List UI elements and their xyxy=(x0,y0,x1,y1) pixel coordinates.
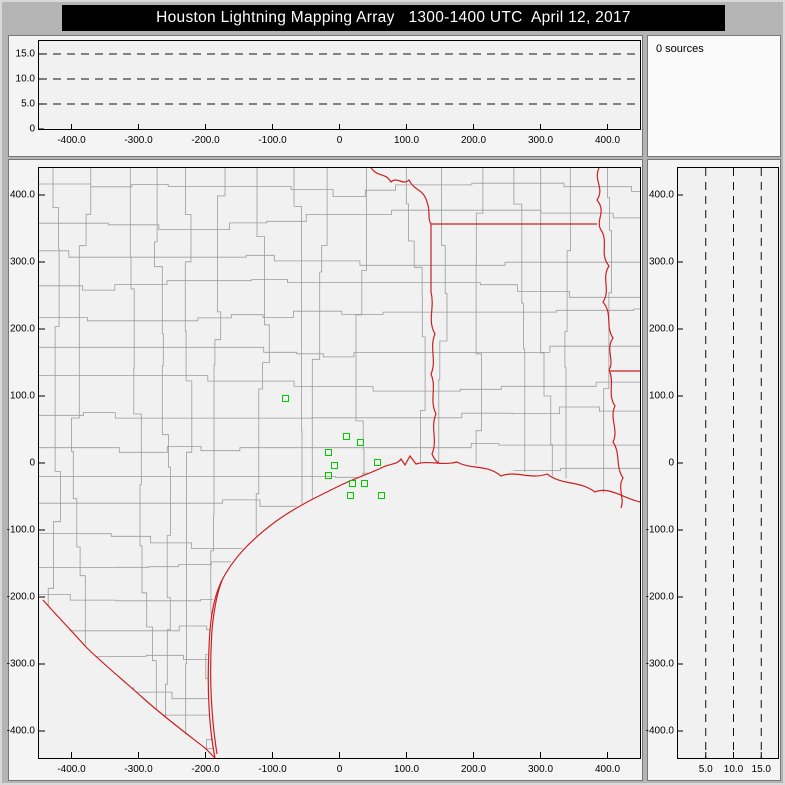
altitude-ns-plot[interactable] xyxy=(677,167,779,759)
lma-station-marker xyxy=(349,480,357,488)
axis-tick-label: 5.0 xyxy=(698,764,713,775)
axis-tick-label: -300.0 xyxy=(124,135,153,146)
lma-station-marker xyxy=(282,395,290,403)
altitude-time-plot[interactable] xyxy=(38,40,641,130)
map-plot[interactable] xyxy=(38,167,641,759)
axis-tick-label: 100.0 xyxy=(648,390,674,402)
top-x-axis-labels: -400.0 -300.0 -200.0 -100.0 0 100.0 200.0 300.0… xyxy=(9,133,644,147)
axis-tick-label: -300.0 xyxy=(124,764,153,775)
lma-station-marker xyxy=(346,491,354,499)
altitude-gridlines-svg xyxy=(39,53,640,129)
axis-tick-label: 300.0 xyxy=(527,135,554,146)
axis-tick-label: 15.0 xyxy=(751,764,771,775)
axis-tick-label: 100.0 xyxy=(9,390,35,402)
axis-tick-label: 5.0 xyxy=(21,98,35,110)
lma-station-marker xyxy=(324,449,332,457)
axis-tick-label: -200.0 xyxy=(191,764,220,775)
axis-tick-label: 400.0 xyxy=(9,189,35,201)
axis-tick-label: 10.0 xyxy=(15,73,35,85)
lma-station-marker xyxy=(325,472,333,480)
axis-tick-label: 10.0 xyxy=(723,764,744,775)
map-y-axis-labels: 400.0 300.0 200.0 100.0 0 -100.0 -200.0 -300.0 -… xyxy=(7,168,37,758)
axis-tick-label: -200.0 xyxy=(6,591,35,603)
axis-tick-label: -100.0 xyxy=(258,135,287,146)
axis-tick-label: 100.0 xyxy=(393,135,420,146)
axis-tick-label: -400.0 xyxy=(645,725,674,737)
lma-station-marker xyxy=(361,480,369,488)
axis-tick-label: 300.0 xyxy=(648,256,674,268)
map-panel: 400.0 300.0 200.0 100.0 0 -100.0 -200.0 -300.0-… xyxy=(7,159,644,781)
axis-tick-label: 0 xyxy=(336,764,343,775)
altitude-ns-gridlines-svg xyxy=(678,168,762,758)
axis-tick-label: -200.0 xyxy=(645,591,674,603)
axis-tick-label: -300.0 xyxy=(645,658,674,670)
source-count-label: 0 sources xyxy=(656,43,704,55)
axis-tick-label: 300.0 xyxy=(9,256,35,268)
axis-tick-label: -100.0 xyxy=(258,764,287,775)
axis-tick-label: 400.0 xyxy=(594,135,621,146)
axis-tick-label: 0 xyxy=(668,457,674,469)
axis-tick-label: 200.0 xyxy=(460,764,487,775)
axis-tick-label: 15.0 xyxy=(15,48,35,60)
axis-tick-label: 0 xyxy=(29,123,35,135)
axis-tick-label: 200.0 xyxy=(460,135,487,146)
lma-station-marker xyxy=(374,458,382,466)
lma-station-marker xyxy=(343,432,351,440)
map-svg xyxy=(39,168,640,758)
county-lines xyxy=(39,168,640,758)
altitude-time-panel: 0 5.0 10.0 15.0 -400.0 -300.0 -200.0 -100.0 0 10… xyxy=(8,35,643,157)
map-x-axis-labels: -400.0 -300.0 -200.0 -100.0 0 100.0 200.0 300.0… xyxy=(9,762,644,778)
lma-station-marker xyxy=(330,461,338,469)
axis-tick-label: 400.0 xyxy=(648,189,674,201)
lma-station-marker xyxy=(377,492,385,500)
axis-tick-label: -200.0 xyxy=(191,135,220,146)
map-axis-ticks xyxy=(39,194,608,758)
axis-tick-label: -400.0 xyxy=(57,764,86,775)
axis-tick-label: -400.0 xyxy=(57,135,86,146)
axis-tick-label: 0 xyxy=(336,135,343,146)
lma-station-marker xyxy=(356,439,364,447)
title-bar: Houston Lightning Mapping Array 1300-140… xyxy=(62,5,725,31)
axis-tick-label: -400.0 xyxy=(6,725,35,737)
axis-tick-label: 0 xyxy=(29,457,35,469)
coastline-path xyxy=(42,454,640,758)
axis-tick-label: 300.0 xyxy=(527,764,554,775)
altitude-axis-labels: 0 5.0 10.0 15.0 xyxy=(11,41,37,135)
axis-tick-label: -300.0 xyxy=(6,658,35,670)
axis-tick-label: -100.0 xyxy=(6,524,35,536)
axis-tick-label: 200.0 xyxy=(648,323,674,335)
altitude-ns-panel: 400.0 300.0 200.0 100.0 0 -100.0 -200.0 -300.0 -… xyxy=(646,159,782,781)
axis-tick-label: 100.0 xyxy=(393,764,420,775)
right-y-axis-labels: 400.0 300.0 200.0 100.0 0 -100.0 -200.0 -300.0 -… xyxy=(646,168,676,758)
state-border-path xyxy=(370,168,640,509)
sources-panel: 0 sources xyxy=(647,35,781,157)
axis-tick-label: -100.0 xyxy=(645,524,674,536)
right-x-axis-labels: 5.0 10.0 15.0 xyxy=(648,762,782,778)
axis-tick-label: 200.0 xyxy=(9,323,35,335)
axis-tick-label: 400.0 xyxy=(594,764,621,775)
